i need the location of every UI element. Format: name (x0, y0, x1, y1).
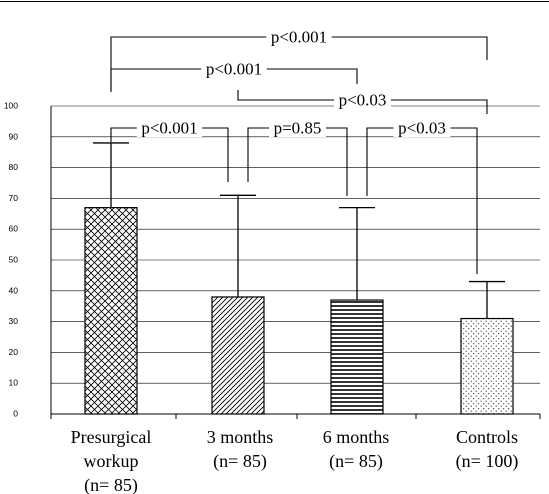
x-tick-label: 3 months (207, 427, 274, 447)
x-tick-label: Controls (456, 427, 518, 447)
significance-label: p<0.001 (271, 28, 327, 47)
y-tick-label: 20 (9, 347, 19, 357)
bar (330, 299, 384, 415)
y-tick-label: 40 (9, 285, 19, 295)
x-tick-label: Presurgical (71, 427, 152, 447)
y-tick-label: 10 (9, 378, 19, 388)
y-tick-label: 90 (9, 131, 19, 141)
significance-label-bg (393, 119, 451, 137)
y-tick-label: 80 (9, 162, 19, 172)
significance-label-bg (269, 119, 326, 137)
x-tick-label: (n= 100) (456, 451, 519, 472)
significance-label: p<0.03 (398, 119, 446, 138)
significance-bracket (247, 127, 348, 196)
y-tick-label: 100 (4, 101, 18, 111)
x-tick-label: workup (84, 451, 139, 471)
significance-label-bg (136, 119, 203, 137)
significance-label-bg (266, 28, 332, 46)
significance-label: p=0.85 (274, 119, 322, 138)
y-tick-label: 30 (9, 316, 19, 326)
x-tick-label: 6 months (323, 427, 390, 447)
bar (211, 296, 265, 415)
x-tick-label: (n= 85) (84, 475, 138, 494)
bar (460, 317, 514, 415)
significance-bracket (366, 127, 478, 274)
significance-label: p<0.03 (339, 91, 387, 110)
y-tick-label: 0 (13, 409, 18, 419)
significance-label-bg (201, 60, 267, 78)
y-tick-label: 60 (9, 224, 19, 234)
bar (84, 207, 138, 415)
y-tick-label: 70 (9, 193, 19, 203)
y-tick-label: 50 (9, 255, 19, 265)
significance-label: p<0.001 (206, 60, 262, 79)
x-tick-label: (n= 85) (213, 451, 267, 472)
significance-label: p<0.001 (141, 119, 197, 138)
significance-label-bg (334, 91, 391, 109)
x-tick-label: (n= 85) (329, 451, 383, 472)
